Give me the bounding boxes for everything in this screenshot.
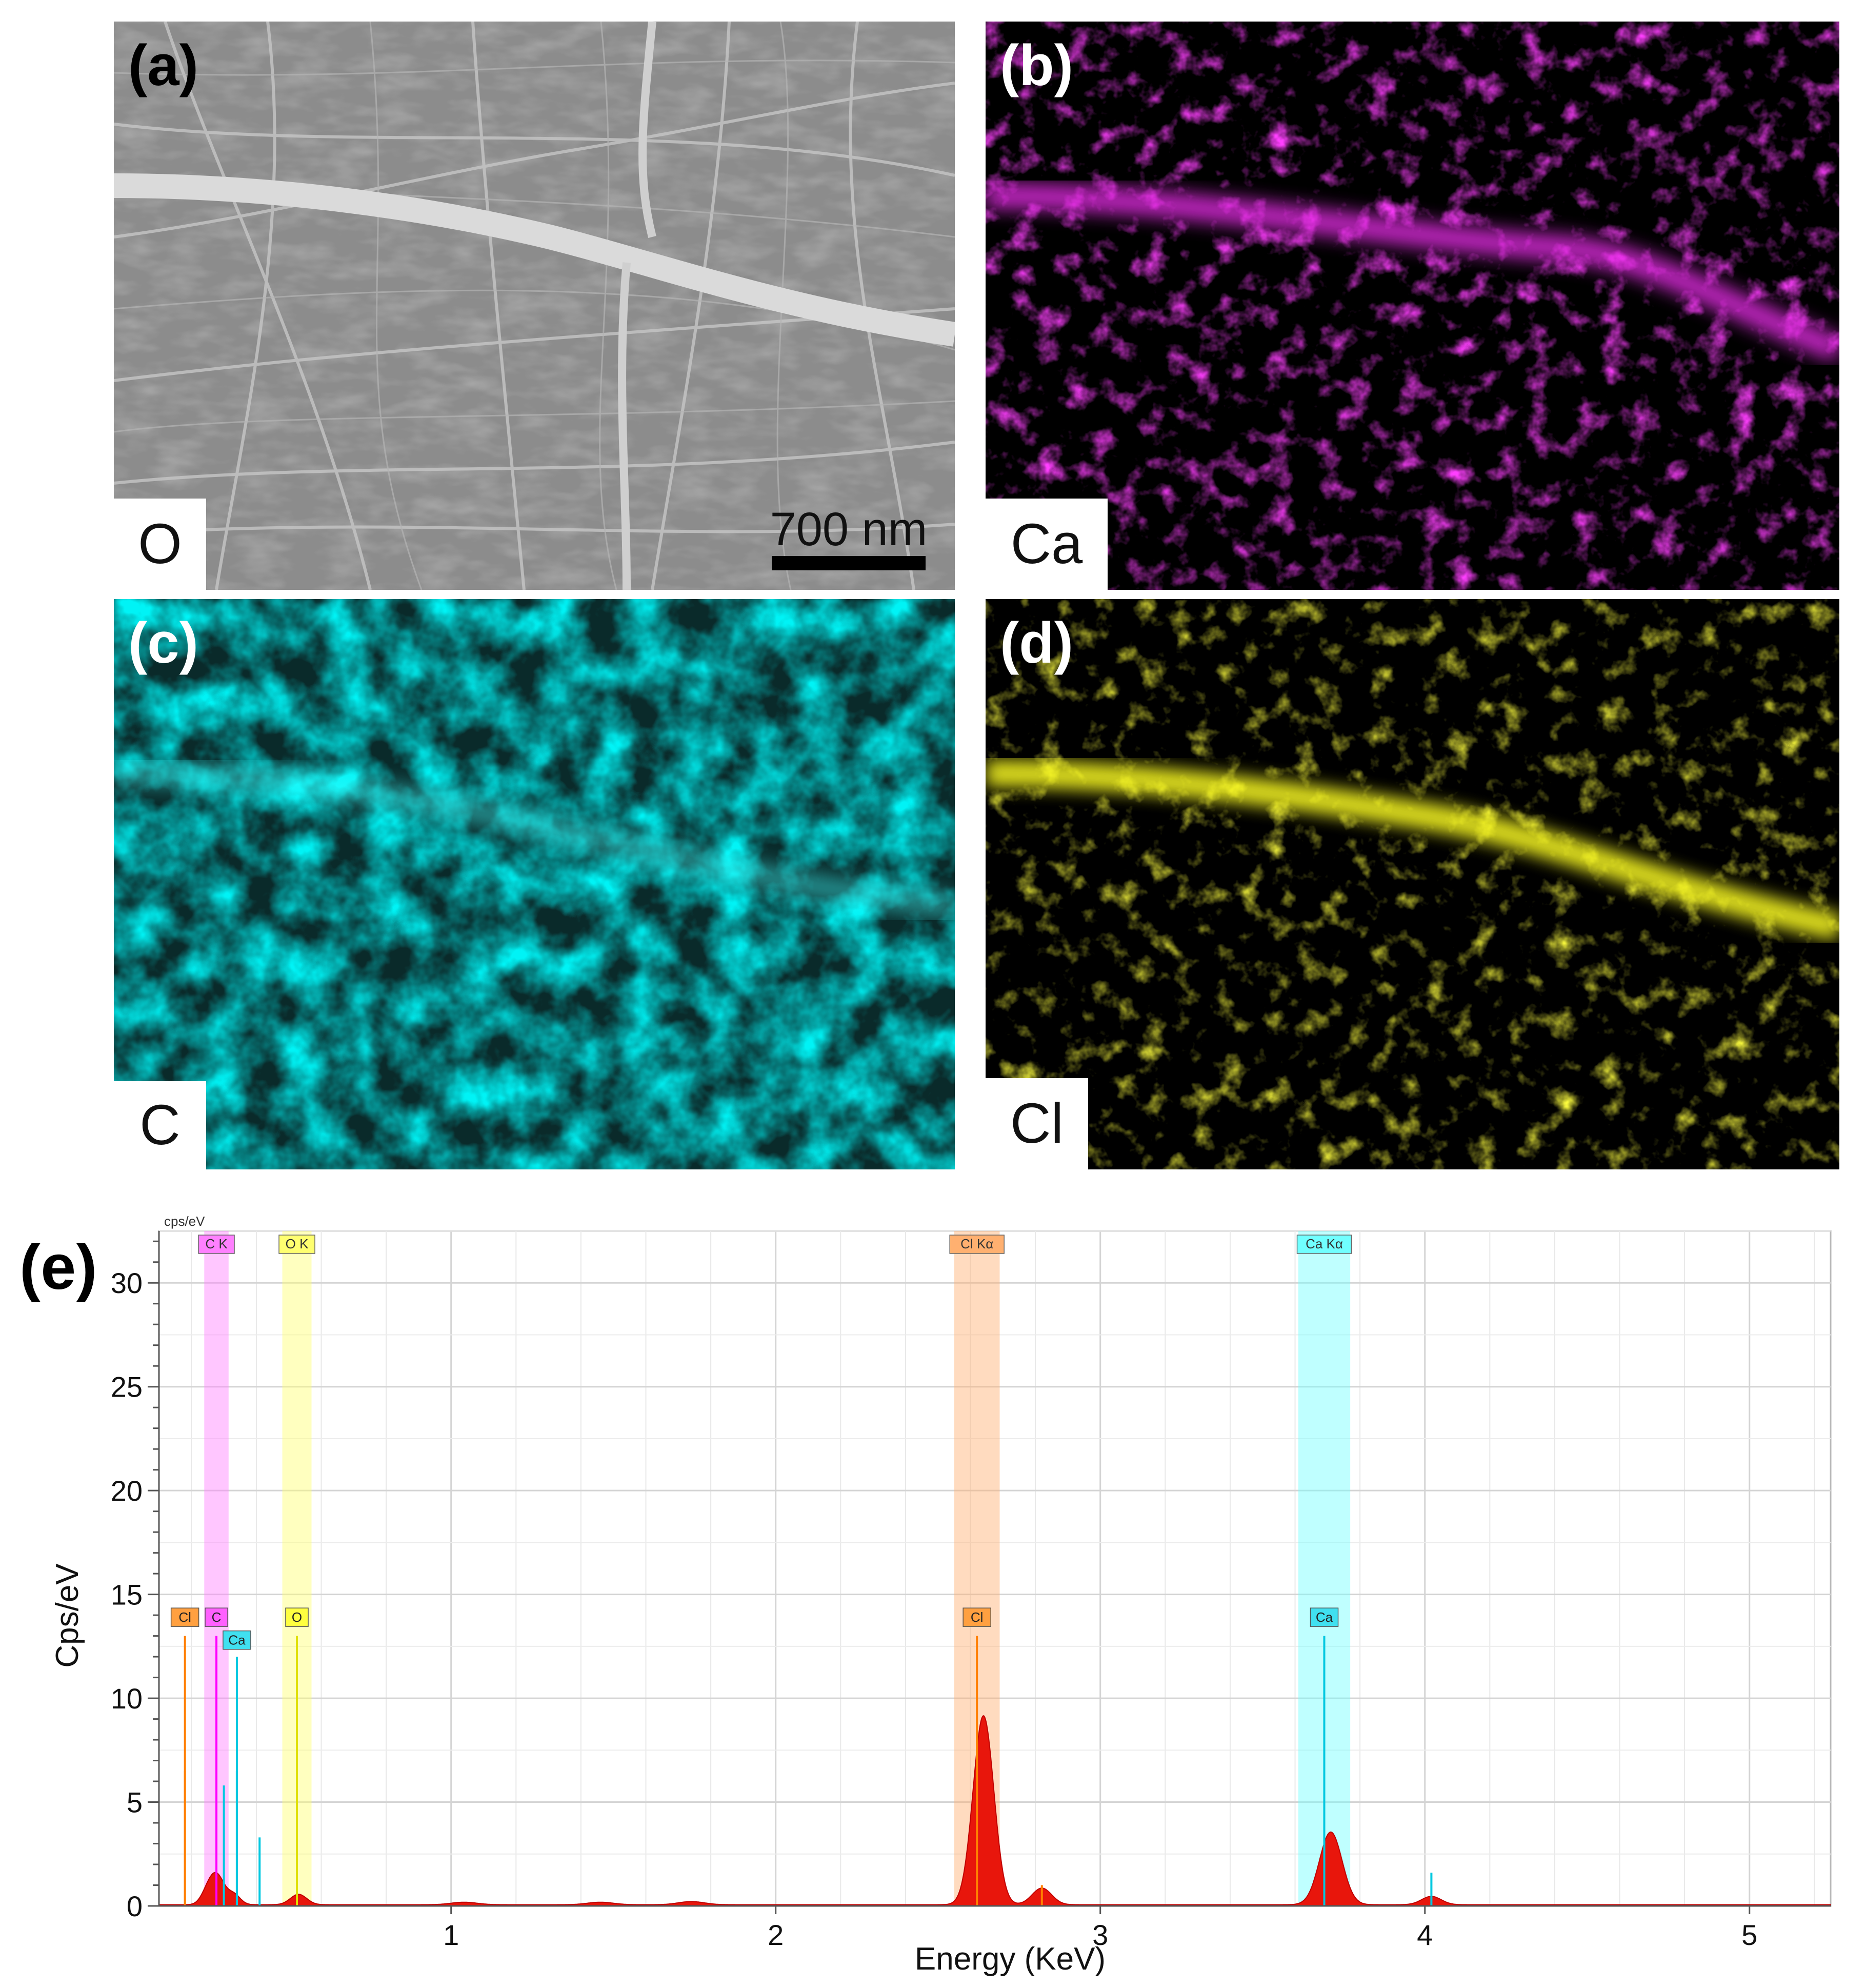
panel-b-ca-map: (b) Ca — [986, 22, 1839, 590]
element-line-label: O — [292, 1609, 302, 1625]
element-line-tag — [962, 1607, 991, 1627]
scale-bar: 700 nm — [754, 506, 944, 570]
scale-bar-label: 700 nm — [770, 503, 928, 555]
panel-c-label: (c) — [128, 611, 198, 675]
element-line-tag — [223, 1630, 251, 1650]
panel-a-label: (a) — [128, 33, 198, 97]
sem-fiber-image — [114, 22, 955, 590]
y-tick-label: 25 — [111, 1371, 143, 1403]
element-band-tag — [278, 1235, 315, 1254]
x-tick-label: 2 — [768, 1919, 784, 1951]
panel-d-element-label: Cl — [986, 1078, 1088, 1169]
panel-a-sem-image: (a) O 700 nm — [114, 22, 955, 590]
element-line-tag — [205, 1607, 228, 1627]
panel-d-label: (d) — [1000, 611, 1074, 675]
plot-area — [158, 1230, 1832, 1907]
element-line-tag — [1310, 1607, 1339, 1627]
ca-elemental-map — [986, 22, 1839, 590]
element-line-tag — [285, 1607, 309, 1627]
element-line-label: Ca — [1316, 1609, 1333, 1625]
x-tick-label: 1 — [443, 1919, 459, 1951]
element-lines: Cl C Ca O Cl Ca — [170, 1607, 1433, 1906]
panel-b-element-label: Ca — [986, 499, 1108, 590]
element-line-tag — [170, 1607, 199, 1627]
element-line-label: Cl — [971, 1609, 984, 1625]
element-band-label: Ca Kα — [1306, 1236, 1343, 1251]
cl-elemental-map — [986, 599, 1839, 1169]
element-line-label: C — [212, 1609, 222, 1625]
y-axis-label: Cps/eV — [50, 1563, 85, 1668]
element-band-tag — [198, 1235, 235, 1254]
x-tick-label: 4 — [1417, 1919, 1433, 1951]
element-band-label: O K — [286, 1236, 309, 1251]
y-tick-label: 5 — [127, 1786, 143, 1819]
spectrum-area — [158, 1715, 1831, 1906]
x-axis-label: Energy (KeV) — [915, 1941, 1106, 1977]
panel-a-element-label: O — [114, 499, 206, 590]
y-tick-label: 20 — [111, 1475, 143, 1507]
c-elemental-map — [114, 599, 955, 1169]
element-band-tag — [949, 1235, 1005, 1254]
spectrum-series — [158, 1715, 1831, 1906]
x-tick-label: 5 — [1741, 1919, 1757, 1951]
unit-label: cps/eV — [164, 1214, 205, 1229]
grid-lines — [159, 1230, 1831, 1906]
y-tick-label: 15 — [111, 1579, 143, 1611]
element-band-label: Cl Kα — [960, 1236, 993, 1251]
y-tick-label: 30 — [111, 1267, 143, 1299]
panel-d-cl-map: (d) Cl — [986, 599, 1839, 1169]
element-band-tag — [1296, 1235, 1352, 1254]
y-tick-label: 0 — [127, 1890, 143, 1922]
panel-e-label: (e) — [19, 1232, 97, 1303]
axes: 0 5 10 15 20 25 30 1 2 3 4 5 — [111, 1231, 1831, 1951]
element-band-label: C K — [205, 1236, 228, 1251]
y-tick-label: 10 — [111, 1682, 143, 1715]
element-line-label: Ca — [228, 1633, 246, 1648]
panel-c-c-map: (c) C — [114, 599, 955, 1169]
x-tick-label: 3 — [1092, 1919, 1108, 1951]
panel-b-label: (b) — [1000, 33, 1074, 97]
element-line-label: Cl — [178, 1609, 191, 1625]
panel-c-element-label: C — [114, 1081, 206, 1169]
scale-bar-line — [772, 556, 926, 570]
